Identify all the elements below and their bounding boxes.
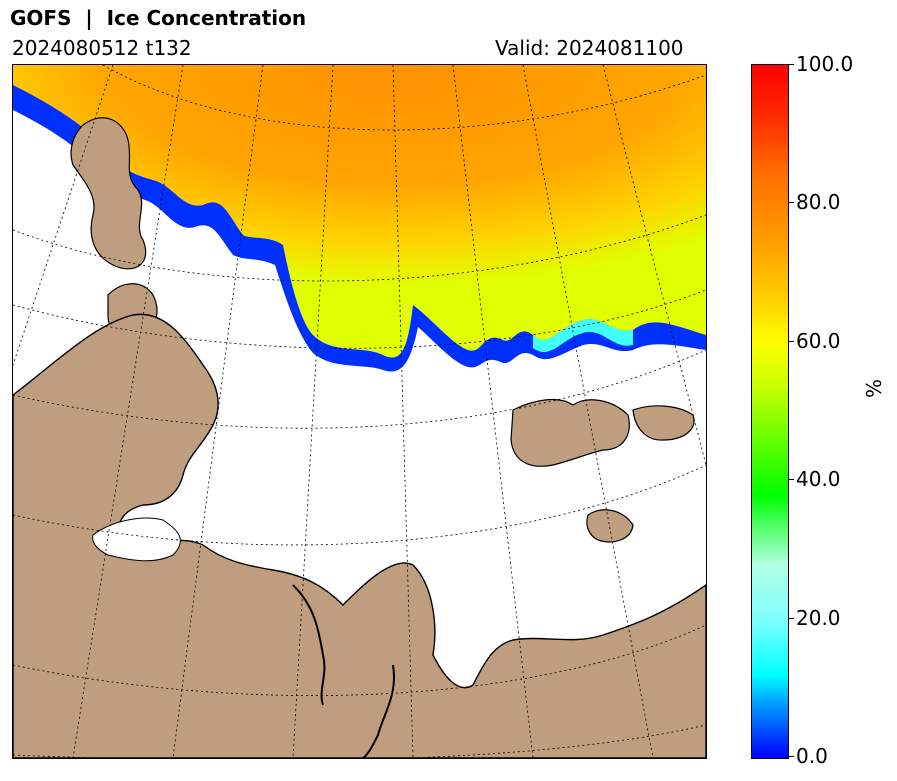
- colorbar-tick-100: [788, 64, 794, 65]
- landmass-northwest-islands: [70, 117, 147, 270]
- colorbar-label-40: 40.0: [796, 467, 841, 491]
- colorbar-tick-60: [788, 341, 794, 342]
- river-west: [292, 584, 326, 706]
- colorbar-label-0: 0.0: [796, 744, 828, 768]
- river-central: [362, 664, 395, 758]
- colorbar-tick-20: [788, 618, 794, 619]
- colorbar-tick-40: [788, 479, 794, 480]
- colorbar: [751, 64, 789, 759]
- landmass-small-island-east: [586, 509, 634, 543]
- colorbar-label-100: 100.0: [796, 52, 854, 76]
- colorbar-tick-0: [788, 756, 794, 757]
- valid-time-label: Valid: 2024081100: [495, 36, 684, 60]
- colorbar-label-20: 20.0: [796, 606, 841, 630]
- colorbar-tick-80: [788, 202, 794, 203]
- map-canvas: [13, 65, 706, 758]
- run-time-label: 2024080512 t132: [12, 36, 192, 60]
- colorbar-unit-label: %: [862, 378, 886, 398]
- graticule: [13, 65, 706, 758]
- white-sea: [92, 517, 181, 562]
- ice-edge-cyan: [533, 319, 633, 353]
- map-panel[interactable]: [12, 64, 707, 759]
- landmass-east-archipelago: [510, 399, 630, 467]
- landmass-east-island: [632, 405, 695, 441]
- colorbar-label-60: 60.0: [796, 329, 841, 353]
- colorbar-label-80: 80.0: [796, 190, 841, 214]
- landmass-southwest-continent: [13, 313, 706, 758]
- sea-ice-field: [13, 65, 706, 358]
- figure-title: GOFS | Ice Concentration: [10, 6, 307, 30]
- ice-edge-band: [13, 85, 706, 372]
